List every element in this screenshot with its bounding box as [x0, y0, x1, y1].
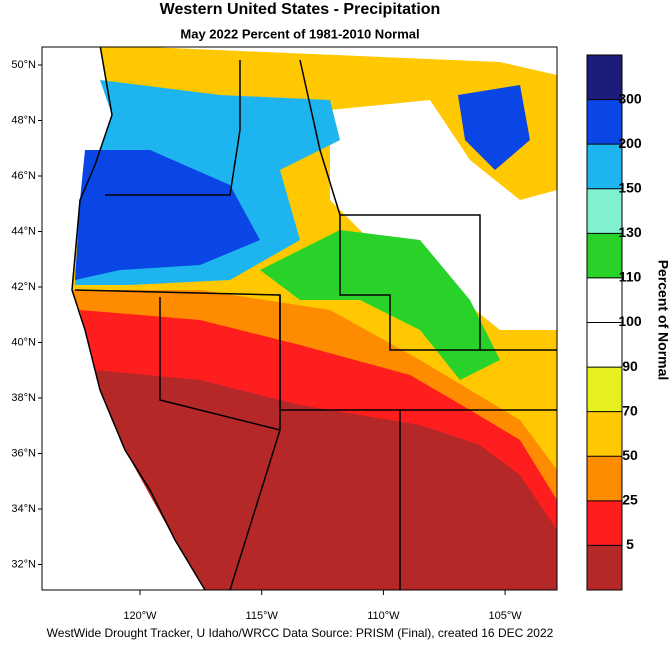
land-wet	[260, 230, 500, 380]
colorbar-bin	[587, 144, 622, 189]
colorbar-bin	[587, 233, 622, 278]
colorbar-bin	[587, 99, 622, 145]
longitude-label: 105°W	[489, 610, 523, 622]
colorbar-label: 50	[622, 447, 638, 463]
land-wettest-ne	[458, 85, 530, 170]
latitude-label: 46°N	[11, 170, 36, 182]
colorbar-bin	[587, 277, 622, 323]
state-border	[279, 295, 401, 590]
longitude-label: 110°W	[367, 610, 400, 622]
state-border	[339, 214, 481, 351]
colorbar-label: 5	[626, 536, 634, 552]
colorbar-label: 100	[618, 313, 642, 329]
map-frame	[41, 46, 558, 591]
colorbar-bin	[587, 322, 622, 368]
colorbar-bin	[587, 456, 622, 501]
colorbar-label: 90	[622, 358, 638, 374]
land-wettest	[75, 150, 260, 280]
colorbar-bin	[587, 411, 622, 457]
colorbar-bin	[587, 500, 622, 546]
state-border	[159, 297, 281, 431]
state-border	[105, 60, 241, 196]
latitude-label: 48°N	[11, 114, 36, 126]
map	[41, 46, 558, 591]
land-very-dry	[95, 370, 557, 590]
colorbar-bin	[587, 55, 622, 100]
latitude-label: 42°N	[11, 281, 36, 293]
colorbar-bin	[587, 367, 622, 412]
colorbar-label: 130	[618, 224, 642, 240]
latitude-label: 38°N	[11, 392, 36, 404]
colorbar-label: 70	[622, 402, 638, 418]
colorbar-label: 300	[618, 90, 642, 106]
latitude-label: 32°N	[11, 558, 36, 570]
latitude-axis: 50°N 48°N 46°N 44°N 42°N 40°N 38°N 36°N 34°N 32°N	[11, 59, 42, 570]
latitude-label: 40°N	[11, 336, 36, 348]
footer: WestWide Drought Tracker, U Idaho/WRCC D…	[47, 626, 554, 640]
colorbar-label: 200	[618, 135, 642, 151]
coastline	[71, 47, 206, 590]
latitude-label: 36°N	[11, 447, 36, 459]
subtitle: May 2022 Percent of 1981-2010 Normal	[180, 26, 419, 41]
colorbar-bin	[587, 188, 622, 234]
longitude-axis: 120°W 115°W 110°W 105°W	[123, 590, 522, 622]
title: Western United States - Precipitation	[160, 1, 441, 18]
colorbar-bin	[587, 545, 622, 590]
colorbar-label: 110	[619, 269, 642, 285]
colorbar-label: 25	[622, 492, 638, 508]
latitude-label: 44°N	[11, 225, 36, 237]
latitude-label: 50°N	[11, 59, 36, 71]
state-border	[299, 59, 341, 216]
longitude-label: 115°W	[246, 610, 279, 622]
latitude-label: 34°N	[11, 503, 36, 515]
colorbar-title: Percent of Normal	[655, 260, 670, 381]
colorbar-frame	[586, 54, 623, 591]
longitude-label: 120°W	[123, 610, 157, 622]
colorbar-label: 150	[618, 179, 642, 195]
colorbar: 300 200 150 130 110 100 90 70 50 25 5	[586, 54, 642, 591]
